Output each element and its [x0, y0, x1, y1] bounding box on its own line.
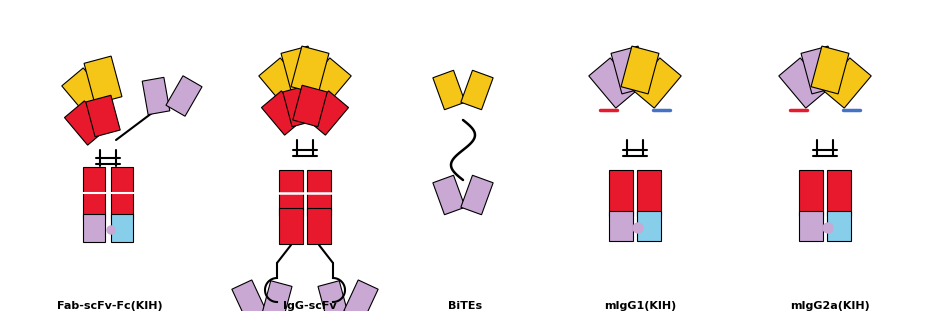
Polygon shape: [811, 46, 849, 94]
Polygon shape: [344, 280, 378, 311]
Bar: [637, 170, 661, 216]
Bar: [827, 211, 851, 241]
Polygon shape: [142, 77, 170, 115]
Bar: [799, 170, 823, 216]
Text: BiTEs: BiTEs: [448, 301, 482, 311]
Text: Fab-scFv-Fc(KIH): Fab-scFv-Fc(KIH): [57, 301, 162, 311]
Polygon shape: [232, 280, 266, 311]
Polygon shape: [433, 175, 465, 215]
Bar: [279, 208, 303, 244]
Polygon shape: [84, 56, 122, 104]
Bar: [307, 208, 331, 244]
Bar: [111, 214, 133, 242]
Bar: [637, 211, 661, 241]
Polygon shape: [318, 281, 348, 311]
Polygon shape: [303, 58, 352, 108]
Bar: [799, 211, 823, 241]
Text: mIgG2a(KIH): mIgG2a(KIH): [790, 301, 870, 311]
Bar: [279, 170, 303, 216]
Polygon shape: [823, 58, 871, 108]
Polygon shape: [65, 101, 107, 145]
Polygon shape: [306, 91, 349, 135]
Bar: [83, 167, 105, 219]
Bar: [111, 167, 133, 219]
Bar: [609, 170, 633, 216]
Polygon shape: [283, 85, 317, 127]
Polygon shape: [461, 175, 493, 215]
Polygon shape: [291, 46, 329, 94]
Polygon shape: [293, 85, 327, 127]
Bar: [307, 170, 331, 216]
Polygon shape: [62, 68, 110, 118]
Polygon shape: [779, 58, 827, 108]
Circle shape: [823, 223, 833, 233]
Polygon shape: [461, 70, 493, 110]
Bar: [827, 170, 851, 216]
Polygon shape: [633, 58, 681, 108]
Polygon shape: [261, 91, 305, 135]
Polygon shape: [433, 70, 465, 110]
Circle shape: [633, 223, 643, 233]
Polygon shape: [258, 58, 307, 108]
Polygon shape: [86, 95, 121, 137]
Polygon shape: [166, 76, 202, 116]
Polygon shape: [262, 281, 292, 311]
Bar: [609, 211, 633, 241]
Polygon shape: [611, 46, 649, 94]
Polygon shape: [801, 46, 839, 94]
Text: IgG-scFv: IgG-scFv: [283, 301, 337, 311]
Polygon shape: [589, 58, 637, 108]
Polygon shape: [281, 46, 319, 94]
Circle shape: [107, 226, 115, 234]
Text: mIgG1(KIH): mIgG1(KIH): [604, 301, 676, 311]
Bar: [83, 214, 105, 242]
Polygon shape: [621, 46, 659, 94]
